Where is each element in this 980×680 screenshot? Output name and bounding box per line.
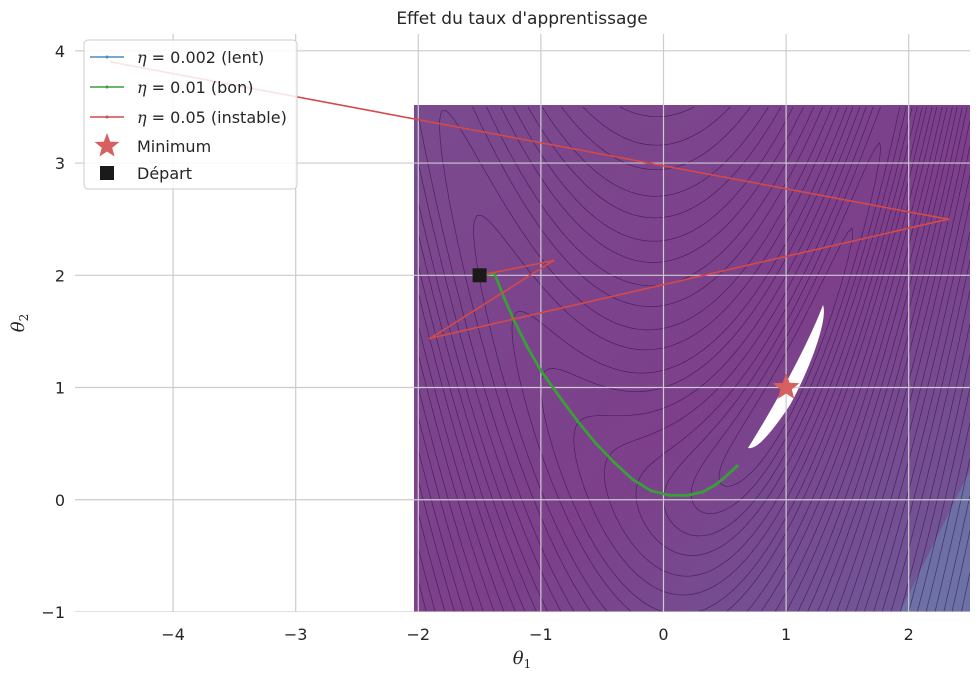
series-point <box>594 442 598 446</box>
contour-layer <box>414 105 970 612</box>
y-tick-label: 2 <box>55 266 65 285</box>
series-point <box>612 461 617 465</box>
legend-point-swatch <box>105 55 109 59</box>
x-tick-label: 1 <box>781 625 791 644</box>
series-point <box>502 296 506 300</box>
legend-label: η = 0.002 (lent) <box>137 48 264 67</box>
legend-label: Minimum <box>137 137 211 156</box>
y-tick-label: 0 <box>55 491 65 510</box>
series-point <box>557 394 561 399</box>
series-point <box>686 493 690 497</box>
x-tick-label: −2 <box>406 625 430 644</box>
legend-star-swatch <box>94 133 120 157</box>
contour-lines <box>417 106 970 612</box>
start-square-marker <box>472 268 487 283</box>
legend-label: η = 0.05 (instable) <box>137 108 287 127</box>
series-point <box>631 477 635 482</box>
x-axis-title: θ1 <box>513 648 531 671</box>
x-tick-label: −1 <box>529 625 553 644</box>
series-point <box>524 343 528 347</box>
legend-point-swatch <box>105 85 109 89</box>
series-point <box>946 217 950 221</box>
y-tick-label: 4 <box>55 42 65 61</box>
contour-fill <box>414 105 970 612</box>
series-point <box>576 419 580 423</box>
y-tick-label: 3 <box>55 154 65 173</box>
series-point <box>668 493 672 497</box>
series-point <box>713 483 717 487</box>
series-point <box>551 259 555 263</box>
x-tick-label: −4 <box>161 625 185 644</box>
series-point <box>429 336 432 340</box>
legend-box <box>83 39 298 190</box>
y-tick-label: 1 <box>55 379 65 398</box>
x-tick-label: −3 <box>284 625 308 644</box>
legend-point-swatch <box>105 115 109 119</box>
x-tick-label: 0 <box>658 625 668 644</box>
series-point <box>735 464 739 468</box>
legend-label: η = 0.01 (bon) <box>137 78 253 97</box>
series-point <box>539 369 543 373</box>
legend-square-swatch <box>100 166 114 180</box>
chart-title: Effet du taux d'apprentissage <box>396 9 647 29</box>
y-tick-label: −1 <box>41 603 65 622</box>
x-tick-label: 2 <box>904 625 914 644</box>
y-axis-title: θ2 <box>8 314 31 332</box>
series-point <box>730 468 734 473</box>
series-point <box>701 490 705 494</box>
series-point <box>649 489 653 493</box>
legend-label: Départ <box>137 164 192 183</box>
legend: η = 0.002 (lent) η = 0.01 (bon) η = 0.05 (… <box>83 39 298 190</box>
series-point <box>723 475 727 479</box>
minimum-star-marker <box>772 373 800 399</box>
